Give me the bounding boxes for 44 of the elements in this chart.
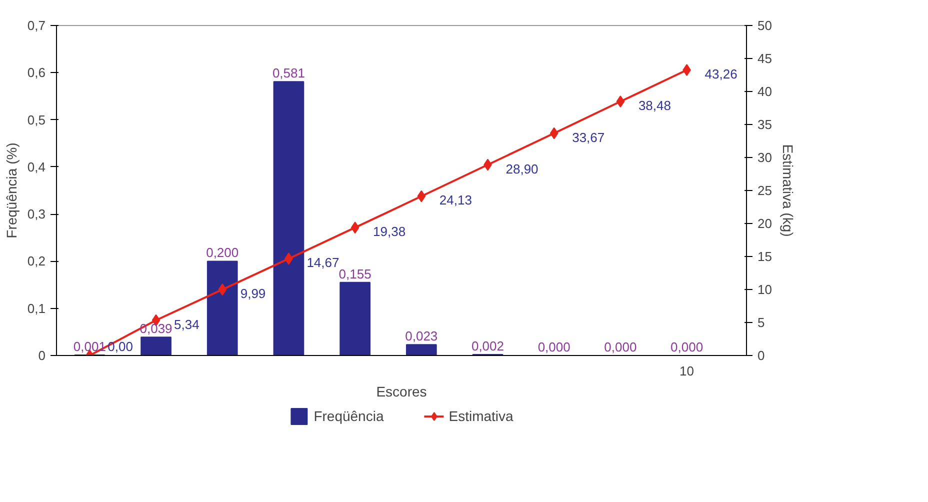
data-label: 0,001	[73, 339, 106, 354]
data-label: 38,48	[638, 98, 671, 114]
y-tick-label: 0,4	[27, 159, 46, 174]
data-label: 28,90	[506, 161, 538, 176]
data-label: 43,26	[704, 66, 738, 82]
y2-tick-label: 45	[758, 51, 772, 66]
y-tick-label: 0,3	[27, 206, 46, 222]
data-label: 0,000	[538, 340, 570, 354]
y2-axis-title: Estimativa (kg)	[780, 144, 796, 237]
legend-label: Estimativa	[448, 408, 514, 424]
data-label: 24,13	[439, 192, 472, 208]
y2-tick-label: 0	[758, 348, 765, 363]
x-axis-title: Escores	[376, 384, 427, 400]
data-label: 9,99	[240, 286, 266, 302]
data-label: 0,023	[405, 328, 438, 344]
y2-tick-label: 35	[758, 117, 772, 132]
y2-tick-label: 30	[758, 150, 772, 165]
data-label: 0,039	[140, 321, 172, 336]
y2-tick-label: 20	[758, 216, 772, 231]
data-label: 5,34	[174, 316, 200, 332]
data-label: 0,00	[108, 339, 133, 354]
y-tick-label: 0,2	[27, 254, 46, 269]
y-tick-label: 0,1	[27, 300, 46, 316]
y-tick-label: 0,5	[27, 112, 46, 128]
y2-tick-label: 25	[758, 183, 772, 198]
data-label: 0,002	[471, 338, 504, 354]
y-tick-label: 0,7	[27, 18, 46, 33]
data-label: 0,000	[604, 340, 637, 354]
y-axis-title: Freqüência (%)	[3, 142, 20, 238]
y2-tick-label: 15	[758, 249, 772, 264]
data-label: 0,200	[206, 245, 239, 260]
y2-tick-label: 40	[758, 84, 772, 99]
y-tick-label: 0	[38, 348, 46, 363]
y2-tick-label: 5	[758, 315, 765, 330]
y2-tick-label: 10	[758, 282, 772, 297]
data-label: 0,000	[670, 340, 704, 354]
data-label: 19,38	[373, 224, 406, 240]
data-label: 0,581	[272, 66, 305, 81]
data-label: 14,67	[306, 255, 340, 270]
data-label: 0,155	[338, 266, 372, 282]
data-label: 33,67	[572, 130, 605, 145]
y2-tick-label: 50	[758, 18, 772, 33]
y-tick-label: 0,6	[27, 65, 46, 80]
legend-label: Freqüência	[314, 408, 384, 424]
